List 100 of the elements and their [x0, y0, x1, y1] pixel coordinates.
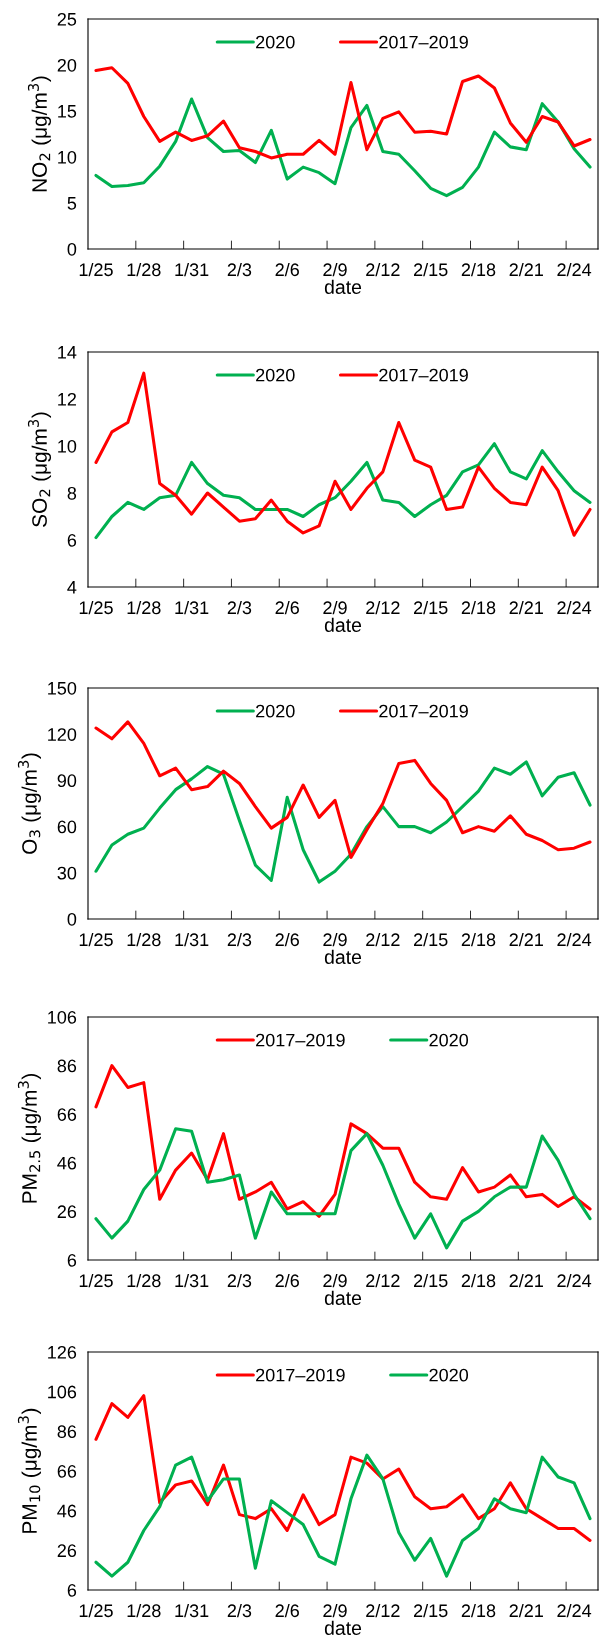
x-tick-label: 2/24 — [557, 1603, 592, 1618]
y-tick-label: 14 — [58, 346, 77, 359]
y-tick-label: 120 — [48, 728, 77, 741]
y-axis-title: PM$_{10}$ (μg/m$^{3}$) — [17, 1408, 41, 1533]
line-series — [94, 720, 592, 859]
y-tick-label: 6 — [67, 1583, 77, 1597]
legend-label: 2017–2019 — [379, 704, 468, 718]
x-tick-label: 2/21 — [509, 262, 543, 277]
legend-label: 2017–2019 — [256, 1368, 345, 1382]
x-axis-title: date — [324, 617, 362, 632]
x-tick-label: 2/9 — [323, 1603, 347, 1618]
y-tick-label: 4 — [67, 581, 77, 594]
x-tick-label: 2/9 — [323, 600, 347, 615]
y-axis-title: PM$_{2.5}$ (μg/m$^{3}$) — [17, 1073, 41, 1203]
x-tick-label: 2/6 — [275, 1273, 299, 1288]
x-tick-label: 2/12 — [366, 1603, 400, 1618]
y-tick-label: 46 — [57, 1156, 77, 1170]
x-tick-label: 2/3 — [227, 600, 252, 615]
legend-label: 2017–2019 — [379, 368, 468, 382]
y-tick-label: 6 — [67, 533, 77, 547]
x-tick-label: 1/31 — [175, 1603, 209, 1618]
x-tick-label: 2/21 — [509, 600, 543, 615]
x-tick-label: 2/12 — [366, 262, 400, 277]
x-tick-label: 2/6 — [275, 932, 299, 947]
y-tick-label: 10 — [58, 150, 77, 164]
x-tick-label: 2/6 — [275, 1603, 299, 1618]
y-tick-label: 126 — [48, 1345, 77, 1359]
x-tick-label: 1/28 — [127, 262, 161, 277]
legend-label: 2020 — [429, 1368, 469, 1382]
line-series — [94, 442, 592, 540]
y-axis-title: NO$_{2}$ (μg/m$^{3}$) — [27, 76, 52, 192]
y-tick-label: 0 — [67, 912, 77, 926]
x-tick-label: 2/6 — [275, 600, 299, 615]
legend-label: 2020 — [429, 1033, 469, 1047]
x-tick-label: 2/24 — [557, 600, 592, 615]
x-tick-label: 2/12 — [366, 932, 400, 947]
y-tick-label: 66 — [57, 1464, 77, 1478]
x-tick-label: 1/25 — [79, 932, 113, 947]
x-tick-label: 2/12 — [366, 1273, 400, 1288]
x-tick-label: 2/18 — [461, 262, 496, 277]
y-tick-label: 66 — [57, 1108, 77, 1121]
legend-label: 2017–2019 — [379, 35, 468, 49]
x-tick-label: 1/31 — [175, 262, 209, 277]
y-tick-label: 0 — [67, 242, 77, 256]
x-tick-label: 2/18 — [461, 600, 496, 615]
x-axis-title: date — [324, 1290, 362, 1305]
y-tick-label: 30 — [57, 866, 77, 880]
y-axis-title: O$_{3}$ (μg/m$^{3}$) — [17, 753, 41, 854]
y-tick-label: 60 — [57, 820, 77, 834]
y-tick-label: 106 — [48, 1385, 77, 1399]
x-tick-label: 2/3 — [227, 1603, 252, 1618]
x-tick-label: 1/31 — [175, 1273, 209, 1288]
y-axis-title: SO$_{2}$ (μg/m$^{3}$) — [27, 412, 52, 527]
y-tick-label: 6 — [67, 1253, 77, 1267]
legend-label: 2020 — [256, 35, 295, 49]
x-tick-label: 2/15 — [414, 1273, 448, 1288]
x-tick-label: 2/9 — [323, 1273, 347, 1288]
line-series — [94, 1064, 592, 1218]
x-tick-label: 1/28 — [127, 1273, 161, 1288]
legend-label: 2020 — [256, 368, 295, 382]
y-tick-label: 86 — [57, 1059, 77, 1073]
x-tick-label: 2/15 — [414, 600, 448, 615]
y-tick-label: 25 — [57, 12, 77, 26]
y-tick-label: 20 — [57, 58, 77, 72]
y-tick-label: 26 — [57, 1205, 77, 1219]
x-axis-title: date — [324, 1620, 362, 1635]
x-tick-label: 1/31 — [175, 932, 209, 947]
y-tick-label: 86 — [57, 1425, 77, 1439]
x-tick-label: 2/18 — [461, 1273, 496, 1288]
x-tick-label: 2/9 — [323, 262, 347, 277]
y-tick-label: 106 — [48, 1010, 77, 1024]
x-tick-label: 1/25 — [79, 1603, 113, 1618]
y-tick-label: 26 — [57, 1544, 77, 1558]
x-tick-label: 2/15 — [414, 262, 448, 277]
line-series — [94, 97, 592, 198]
y-tick-label: 12 — [58, 392, 76, 406]
y-tick-label: 10 — [58, 439, 77, 453]
x-tick-label: 2/24 — [557, 1273, 592, 1288]
line-series — [94, 1127, 592, 1250]
x-tick-label: 2/9 — [323, 932, 347, 947]
x-tick-label: 2/15 — [414, 932, 448, 947]
legend-label: 2017–2019 — [256, 1033, 345, 1047]
y-tick-label: 8 — [67, 486, 77, 500]
line-series — [94, 760, 592, 884]
x-tick-label: 2/3 — [227, 262, 252, 277]
y-tick-label: 90 — [57, 774, 77, 788]
x-tick-label: 1/25 — [79, 600, 113, 615]
x-tick-label: 1/25 — [79, 262, 113, 277]
x-axis-title: date — [324, 279, 362, 294]
x-tick-label: 2/21 — [509, 932, 543, 947]
x-axis-title: date — [324, 949, 362, 964]
x-tick-label: 2/18 — [461, 1603, 496, 1618]
y-tick-label: 150 — [48, 681, 77, 695]
line-series — [94, 66, 592, 160]
x-tick-label: 1/31 — [175, 600, 209, 615]
y-tick-label: 5 — [67, 197, 77, 210]
x-tick-label: 2/3 — [227, 932, 252, 947]
x-tick-label: 2/6 — [275, 262, 299, 277]
x-tick-label: 2/21 — [509, 1603, 543, 1618]
x-tick-label: 2/15 — [414, 1603, 448, 1618]
